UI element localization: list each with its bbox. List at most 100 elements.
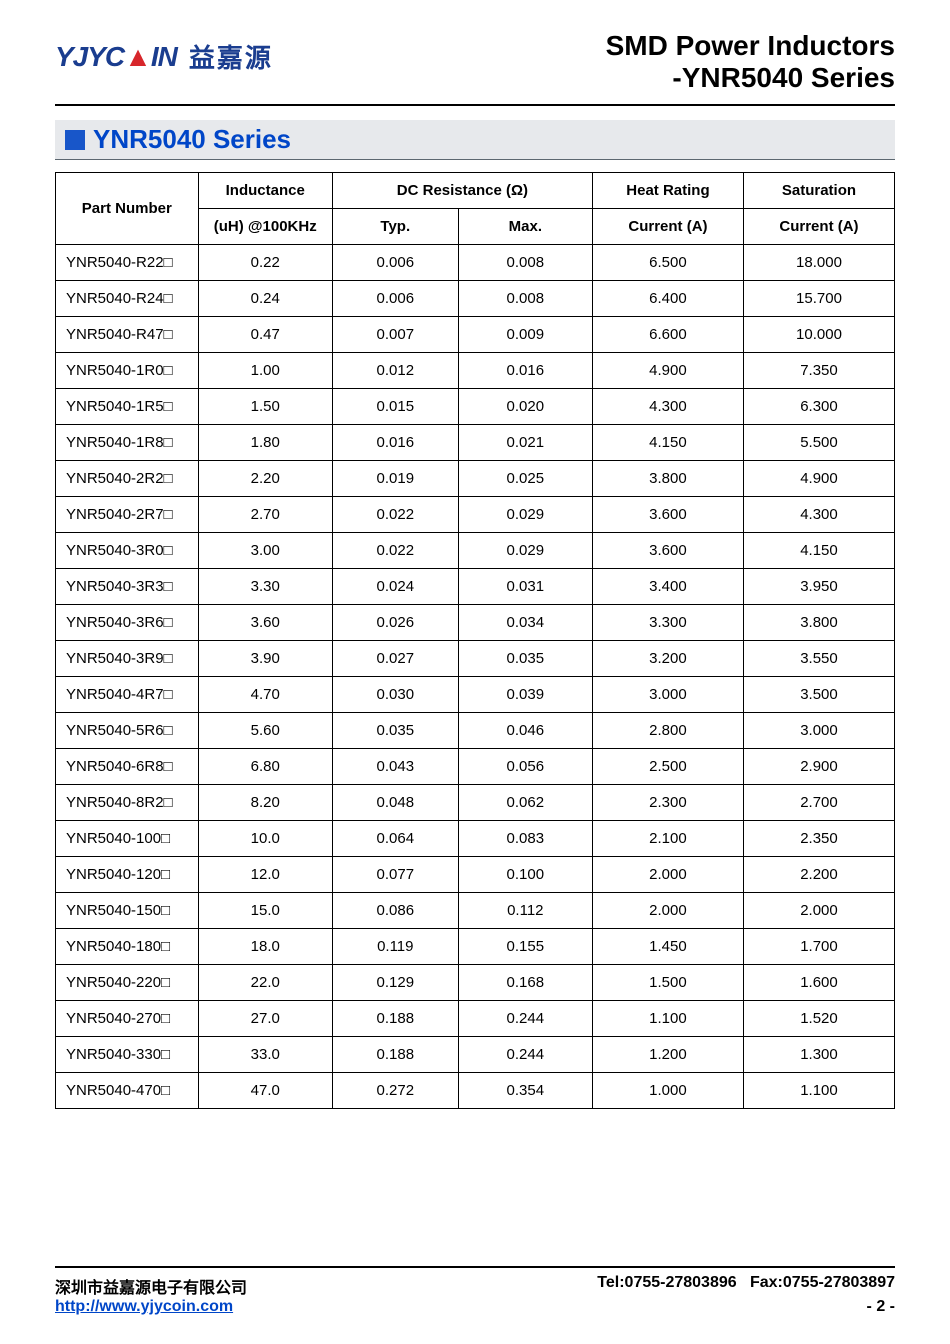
cell-inductance: 12.0 [198,857,332,893]
doc-title-sub: -YNR5040 Series [606,62,895,94]
cell-dcr-max: 0.155 [458,929,592,965]
cell-sat-current: 3.550 [743,641,894,677]
cell-sat-current: 2.350 [743,821,894,857]
logo-text-cn: 益嘉源 [189,38,273,75]
cell-sat-current: 1.700 [743,929,894,965]
th-typ: Typ. [332,209,458,245]
cell-dcr-typ: 0.077 [332,857,458,893]
cell-dcr-max: 0.244 [458,1001,592,1037]
doc-title-main: SMD Power Inductors [606,30,895,62]
doc-title-block: SMD Power Inductors -YNR5040 Series [606,30,895,94]
cell-inductance: 47.0 [198,1073,332,1109]
cell-heat-current: 6.500 [592,245,743,281]
cell-heat-current: 4.150 [592,425,743,461]
cell-dcr-typ: 0.030 [332,677,458,713]
cell-dcr-max: 0.029 [458,533,592,569]
cell-dcr-max: 0.034 [458,605,592,641]
page-header: YJYC▲IN 益嘉源 SMD Power Inductors -YNR5040… [55,30,895,94]
cell-dcr-typ: 0.027 [332,641,458,677]
cell-sat-current: 1.100 [743,1073,894,1109]
cell-dcr-typ: 0.012 [332,353,458,389]
cell-part-number: YNR5040-180□ [56,929,199,965]
table-row: YNR5040-R24□0.240.0060.0086.40015.700 [56,281,895,317]
cell-heat-current: 1.100 [592,1001,743,1037]
cell-dcr-typ: 0.006 [332,245,458,281]
cell-part-number: YNR5040-3R3□ [56,569,199,605]
cell-part-number: YNR5040-100□ [56,821,199,857]
table-row: YNR5040-3R6□3.600.0260.0343.3003.800 [56,605,895,641]
table-row: YNR5040-270□27.00.1880.2441.1001.520 [56,1001,895,1037]
cell-heat-current: 3.400 [592,569,743,605]
cell-sat-current: 2.200 [743,857,894,893]
cell-dcr-max: 0.039 [458,677,592,713]
cell-inductance: 1.50 [198,389,332,425]
spec-table-head: Part Number Inductance DC Resistance (Ω)… [56,173,895,245]
th-heat-sub: Current (A) [592,209,743,245]
cell-sat-current: 3.500 [743,677,894,713]
table-row: YNR5040-R47□0.470.0070.0096.60010.000 [56,317,895,353]
cell-part-number: YNR5040-R22□ [56,245,199,281]
footer-company: 深圳市益嘉源电子有限公司 [55,1274,247,1298]
table-row: YNR5040-330□33.00.1880.2441.2001.300 [56,1037,895,1073]
cell-inductance: 8.20 [198,785,332,821]
cell-inductance: 6.80 [198,749,332,785]
th-heat: Heat Rating [592,173,743,209]
cell-heat-current: 3.600 [592,497,743,533]
cell-heat-current: 2.800 [592,713,743,749]
footer-divider [55,1266,895,1268]
cell-part-number: YNR5040-8R2□ [56,785,199,821]
table-row: YNR5040-4R7□4.700.0300.0393.0003.500 [56,677,895,713]
cell-dcr-typ: 0.015 [332,389,458,425]
logo-red-glyph: ▲ [124,41,151,72]
cell-dcr-typ: 0.129 [332,965,458,1001]
cell-part-number: YNR5040-2R2□ [56,461,199,497]
cell-heat-current: 2.300 [592,785,743,821]
table-row: YNR5040-2R2□2.200.0190.0253.8004.900 [56,461,895,497]
cell-dcr-typ: 0.119 [332,929,458,965]
cell-part-number: YNR5040-3R6□ [56,605,199,641]
cell-dcr-max: 0.020 [458,389,592,425]
th-inductance: Inductance [198,173,332,209]
cell-inductance: 22.0 [198,965,332,1001]
cell-part-number: YNR5040-120□ [56,857,199,893]
cell-dcr-max: 0.008 [458,245,592,281]
cell-dcr-typ: 0.035 [332,713,458,749]
cell-heat-current: 1.450 [592,929,743,965]
footer-page-number: - 2 - [867,1298,895,1316]
cell-inductance: 15.0 [198,893,332,929]
table-row: YNR5040-470□47.00.2720.3541.0001.100 [56,1073,895,1109]
table-row: YNR5040-3R3□3.300.0240.0313.4003.950 [56,569,895,605]
cell-dcr-max: 0.168 [458,965,592,1001]
th-sat: Saturation [743,173,894,209]
cell-heat-current: 3.600 [592,533,743,569]
cell-dcr-max: 0.035 [458,641,592,677]
cell-inductance: 4.70 [198,677,332,713]
cell-heat-current: 1.200 [592,1037,743,1073]
cell-dcr-max: 0.244 [458,1037,592,1073]
cell-dcr-typ: 0.048 [332,785,458,821]
cell-sat-current: 3.950 [743,569,894,605]
table-row: YNR5040-220□22.00.1290.1681.5001.600 [56,965,895,1001]
cell-dcr-max: 0.029 [458,497,592,533]
cell-inductance: 1.00 [198,353,332,389]
cell-sat-current: 7.350 [743,353,894,389]
cell-inductance: 1.80 [198,425,332,461]
cell-sat-current: 1.520 [743,1001,894,1037]
cell-inductance: 27.0 [198,1001,332,1037]
cell-dcr-typ: 0.026 [332,605,458,641]
cell-part-number: YNR5040-1R0□ [56,353,199,389]
spec-table: Part Number Inductance DC Resistance (Ω)… [55,172,895,1109]
cell-dcr-typ: 0.006 [332,281,458,317]
cell-dcr-typ: 0.019 [332,461,458,497]
th-part-number: Part Number [56,173,199,245]
cell-inductance: 3.60 [198,605,332,641]
cell-dcr-max: 0.112 [458,893,592,929]
cell-sat-current: 4.150 [743,533,894,569]
footer-url-link[interactable]: http://www.yjycoin.com [55,1298,233,1316]
cell-inductance: 5.60 [198,713,332,749]
cell-part-number: YNR5040-150□ [56,893,199,929]
table-row: YNR5040-R22□0.220.0060.0086.50018.000 [56,245,895,281]
cell-part-number: YNR5040-3R9□ [56,641,199,677]
cell-dcr-typ: 0.024 [332,569,458,605]
cell-sat-current: 18.000 [743,245,894,281]
